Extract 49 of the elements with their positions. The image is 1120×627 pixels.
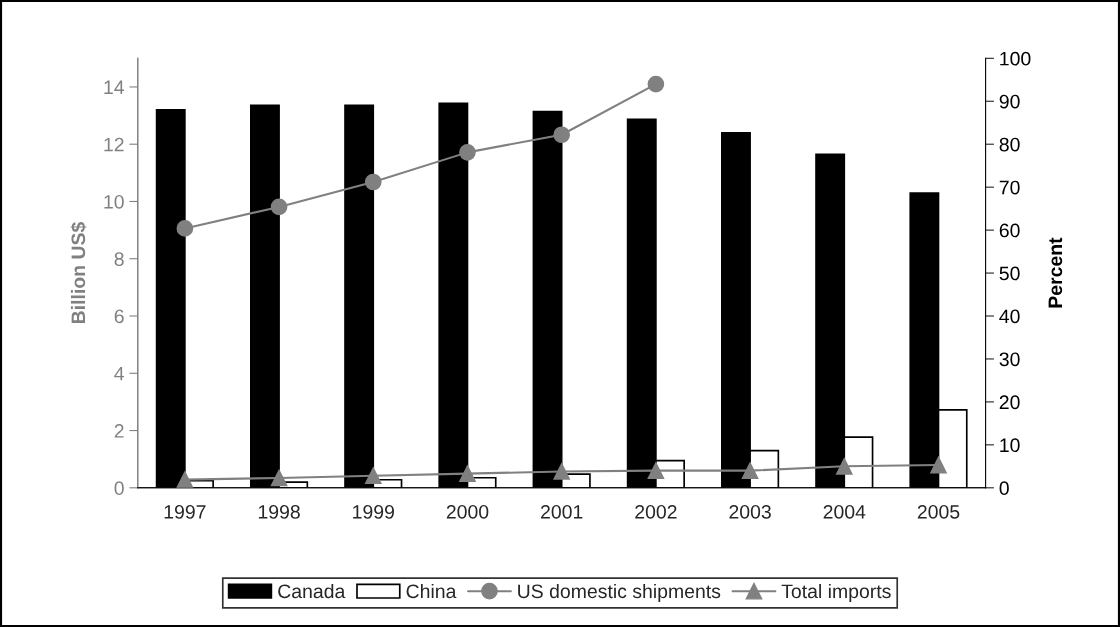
x-tick-label: 1997 [164, 504, 206, 519]
y2-tick-label: 90 [999, 94, 1020, 109]
y-tick-label: 14 [104, 80, 124, 94]
x-tick-label: 2004 [823, 504, 866, 519]
point [364, 173, 382, 191]
y-tick-label: 0 [114, 481, 124, 496]
x-tick-label: 2001 [541, 504, 583, 519]
point [647, 462, 665, 479]
y-tick-label: 4 [114, 366, 124, 381]
point [553, 126, 571, 144]
x-tick-label: 2005 [917, 504, 960, 519]
point [270, 469, 288, 487]
point [459, 144, 476, 161]
x-tick-label: 1998 [258, 504, 300, 519]
point [364, 467, 382, 485]
y2-tick-label: 70 [999, 180, 1020, 195]
x-tick-label: 2000 [446, 504, 489, 519]
point [553, 463, 571, 480]
y-axis-title: Billion US$ [70, 222, 87, 324]
legend-label: Canada [278, 583, 346, 599]
point [270, 198, 288, 216]
legend-label: China [406, 583, 457, 599]
x-tick-label: 1999 [353, 504, 394, 519]
y2-axis-title: Percent [1048, 237, 1063, 308]
y2-tick-label: 50 [999, 266, 1020, 281]
x-tick-label: 2002 [635, 504, 677, 519]
x-tick-label: 2003 [729, 504, 771, 519]
y-tick-label: 6 [114, 309, 124, 324]
y2-tick-label: 30 [999, 352, 1020, 367]
y2-tick-label: 10 [1000, 438, 1020, 453]
y2-tick-label: 80 [999, 137, 1020, 152]
y2-tick-label: 0 [999, 481, 1009, 496]
y-tick-label: 8 [114, 252, 124, 266]
y2-tick-label: 60 [999, 223, 1020, 238]
y-tick-label: 12 [104, 137, 124, 152]
point [741, 462, 759, 479]
point [930, 456, 947, 474]
point [647, 75, 665, 93]
y2-tick-label: 100 [1000, 51, 1031, 66]
y-tick-label: 2 [114, 424, 124, 438]
y2-tick-label: 20 [999, 395, 1020, 410]
point [835, 457, 853, 475]
point [176, 220, 194, 237]
y-tick-label: 10 [104, 194, 124, 209]
point [176, 471, 194, 488]
legend-label: Total imports [781, 583, 891, 603]
y2-tick-label: 40 [999, 309, 1020, 324]
legend-label: US domestic shipments [518, 583, 721, 603]
point [459, 465, 476, 482]
